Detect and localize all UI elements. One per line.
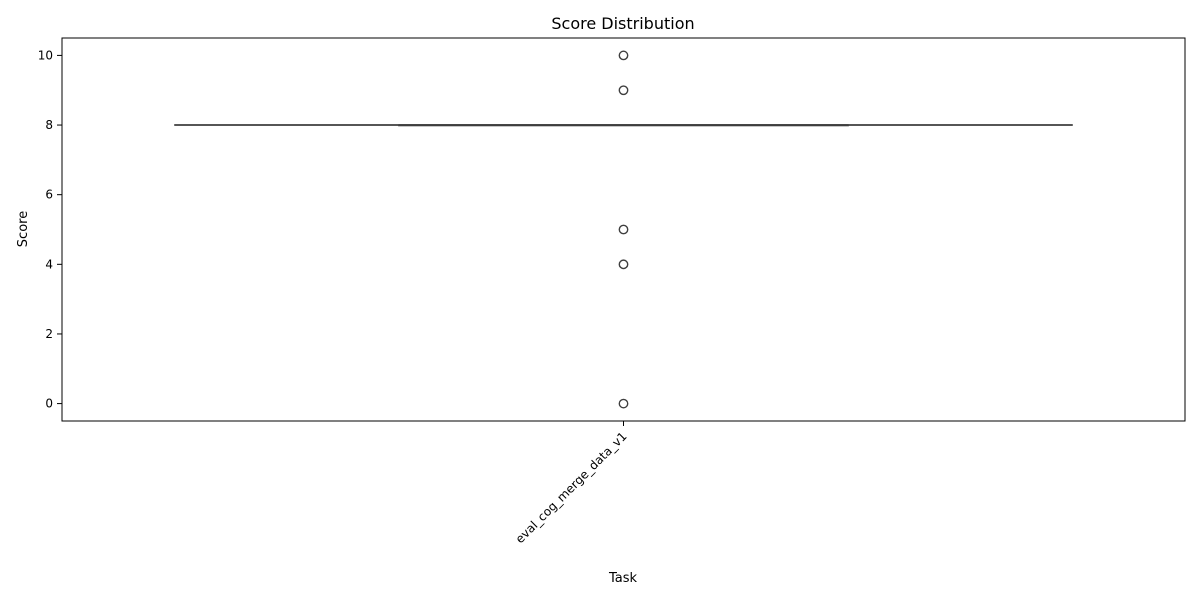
y-tick-label: 4 xyxy=(45,257,53,271)
outlier-point xyxy=(618,259,629,270)
outlier-point xyxy=(618,50,629,61)
chart-title: Score Distribution xyxy=(551,14,694,33)
outlier-point xyxy=(618,85,629,96)
plot-frame xyxy=(61,37,1186,422)
y-axis-label: Score xyxy=(16,211,31,247)
outlier-point xyxy=(618,398,629,409)
y-tick-label: 2 xyxy=(45,327,53,341)
y-tick-label: 0 xyxy=(45,397,53,411)
y-tick-label: 10 xyxy=(38,48,53,62)
x-tick-label: eval_cog_merge_data_v1 xyxy=(513,429,630,546)
y-tick-label: 6 xyxy=(45,188,53,202)
outlier-point xyxy=(618,224,629,235)
y-tick-label: 8 xyxy=(45,118,53,132)
x-axis-label: Task xyxy=(608,571,638,586)
